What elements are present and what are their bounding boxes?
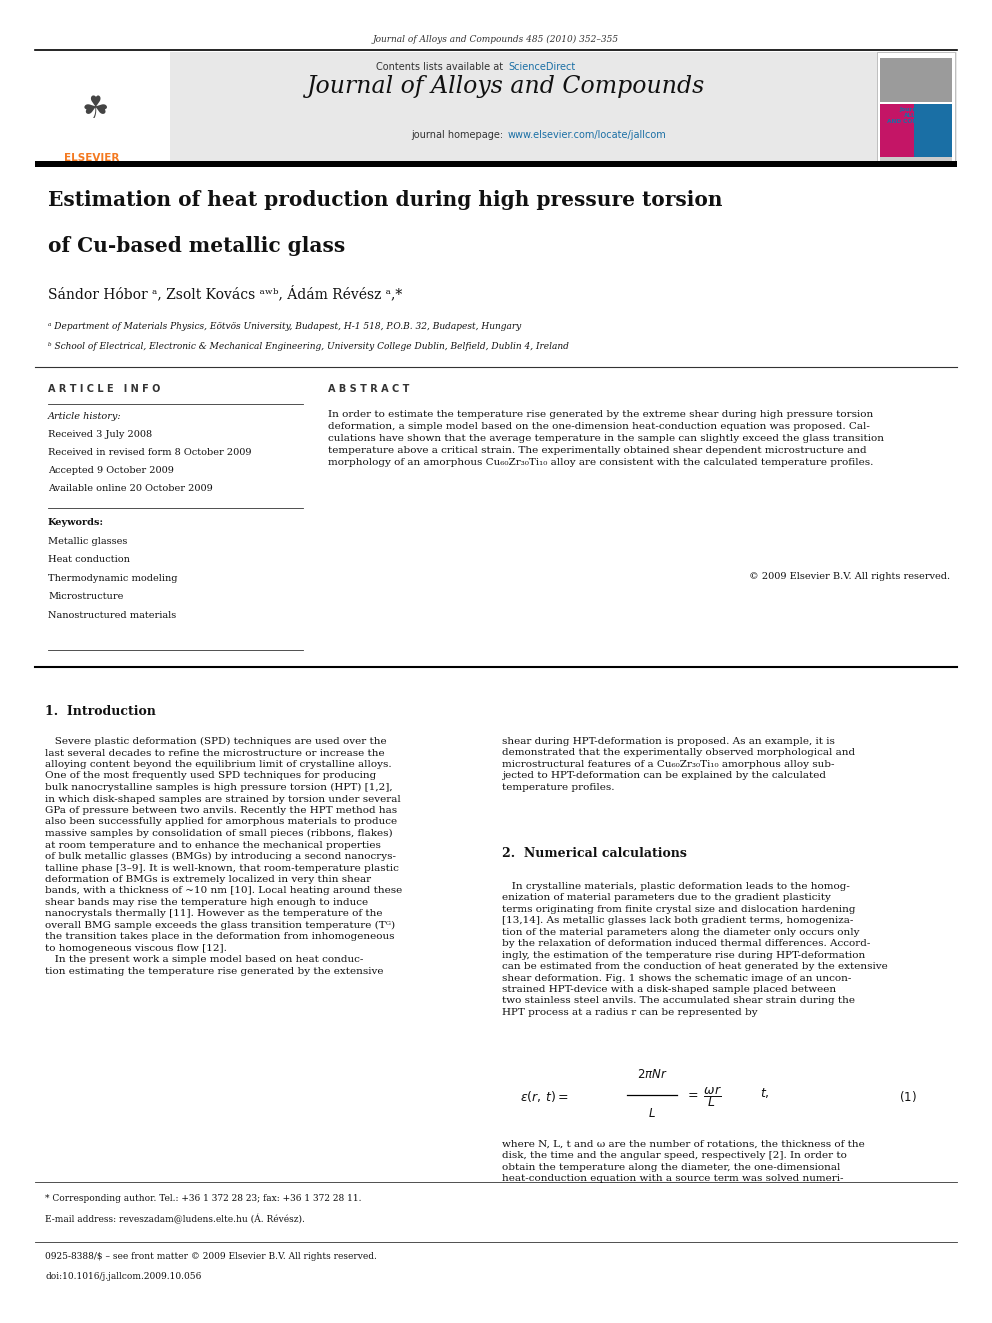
Text: Article history:: Article history: [48,411,122,421]
Text: In order to estimate the temperature rise generated by the extreme shear during : In order to estimate the temperature ris… [328,410,884,467]
Text: ᵃ Department of Materials Physics, Eötvös University, Budapest, H-1 518, P.O.B. : ᵃ Department of Materials Physics, Eötvö… [48,321,521,331]
Text: doi:10.1016/j.jallcom.2009.10.056: doi:10.1016/j.jallcom.2009.10.056 [45,1271,201,1281]
Text: Available online 20 October 2009: Available online 20 October 2009 [48,484,212,493]
Bar [35,160,957,167]
Text: journal homepage:: journal homepage: [411,130,506,140]
Text: $\varepsilon(r,\, t) =$: $\varepsilon(r,\, t) =$ [520,1090,568,1105]
Text: E-mail address: reveszadam@ludens.elte.hu (Á. Révész).: E-mail address: reveszadam@ludens.elte.h… [45,1215,305,1224]
Text: Journal of Alloys and Compounds 485 (2010) 352–355: Journal of Alloys and Compounds 485 (201… [373,34,619,44]
Text: Keywords:: Keywords: [48,519,104,527]
Text: Severe plastic deformation (SPD) techniques are used over the
last several decad: Severe plastic deformation (SPD) techniq… [45,737,402,976]
Text: $=\;\dfrac{\omega r}{L}$: $=\;\dfrac{\omega r}{L}$ [685,1085,722,1110]
Text: Thermodynamic modeling: Thermodynamic modeling [48,574,178,583]
Text: $t,$: $t,$ [760,1086,770,1099]
Text: ELSEVIER: ELSEVIER [64,153,120,163]
Text: $(1)$: $(1)$ [900,1090,917,1105]
Text: * Corresponding author. Tel.: +36 1 372 28 23; fax: +36 1 372 28 11.: * Corresponding author. Tel.: +36 1 372 … [45,1193,361,1203]
Text: A B S T R A C T: A B S T R A C T [328,384,410,394]
Text: 2.  Numerical calculations: 2. Numerical calculations [502,847,686,860]
Text: A R T I C L E   I N F O: A R T I C L E I N F O [48,384,161,394]
Text: shear during HPT-deformation is proposed. As an example, it is
demonstrated that: shear during HPT-deformation is proposed… [502,737,855,791]
Text: Journal of Alloys and Compounds: Journal of Alloys and Compounds [307,75,705,98]
Text: ᵇ School of Electrical, Electronic & Mechanical Engineering, University College : ᵇ School of Electrical, Electronic & Mec… [48,343,568,351]
Text: Contents lists available at: Contents lists available at [376,62,506,71]
Text: Metallic glasses: Metallic glasses [48,537,127,546]
Text: Estimation of heat production during high pressure torsion: Estimation of heat production during hig… [48,191,722,210]
Bar [914,105,952,157]
Text: Nanostructured materials: Nanostructured materials [48,611,177,620]
Text: Received 3 July 2008: Received 3 July 2008 [48,430,152,439]
Text: ScienceDirect: ScienceDirect [508,62,575,71]
Bar [877,52,955,161]
Text: © 2009 Elsevier B.V. All rights reserved.: © 2009 Elsevier B.V. All rights reserved… [749,572,950,581]
Text: Accepted 9 October 2009: Accepted 9 October 2009 [48,466,174,475]
Text: ☘: ☘ [81,95,109,124]
Bar [35,52,957,161]
Text: In crystalline materials, plastic deformation leads to the homog-
enization of m: In crystalline materials, plastic deform… [502,882,888,1017]
Bar [35,52,170,161]
Text: Heat conduction: Heat conduction [48,556,130,565]
Text: where N, L, t and ω are the number of rotations, the thickness of the
disk, the : where N, L, t and ω are the number of ro… [502,1140,865,1183]
Text: Received in revised form 8 October 2009: Received in revised form 8 October 2009 [48,448,252,456]
Bar [880,58,952,102]
Bar [880,105,914,157]
Text: Microstructure: Microstructure [48,593,123,602]
Text: $L$: $L$ [648,1107,656,1121]
Text: $2\pi Nr$: $2\pi Nr$ [637,1068,668,1081]
Bar [880,157,952,161]
Text: 0925-8388/$ – see front matter © 2009 Elsevier B.V. All rights reserved.: 0925-8388/$ – see front matter © 2009 El… [45,1252,377,1261]
Text: www.elsevier.com/locate/jallcom: www.elsevier.com/locate/jallcom [508,130,667,140]
Text: Journal of
ALLOYS
AND COMPOUNDS: Journal of ALLOYS AND COMPOUNDS [887,107,945,124]
Text: 1.  Introduction: 1. Introduction [45,705,156,718]
Text: Sándor Hóbor ᵃ, Zsolt Kovács ᵃʷᵇ, Ádám Révész ᵃ,*: Sándor Hóbor ᵃ, Zsolt Kovács ᵃʷᵇ, Ádám R… [48,286,402,302]
Text: of Cu-based metallic glass: of Cu-based metallic glass [48,235,345,255]
